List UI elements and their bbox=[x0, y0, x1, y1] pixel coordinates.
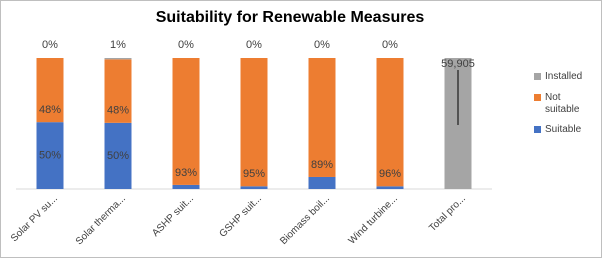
legend-label: Not suitable bbox=[545, 92, 580, 115]
legend-label: Suitable bbox=[545, 124, 582, 135]
data-label: 0% bbox=[314, 39, 330, 51]
bar-segment bbox=[376, 186, 404, 189]
bar-segment bbox=[172, 58, 200, 185]
legend-item: Not suitable bbox=[545, 92, 580, 115]
data-label: 50% bbox=[39, 149, 61, 161]
bar-segment bbox=[104, 59, 132, 123]
data-label: 50% bbox=[107, 150, 129, 162]
data-label: 0% bbox=[42, 39, 58, 51]
legend-item: Suitable bbox=[545, 124, 582, 135]
legend-item: Installed bbox=[545, 71, 583, 82]
legend-swatch bbox=[534, 94, 541, 101]
bar-segment bbox=[308, 176, 336, 189]
data-label: 0% bbox=[246, 39, 262, 51]
bar-segment bbox=[240, 186, 268, 189]
data-label: 93% bbox=[175, 167, 197, 179]
bar-segment bbox=[240, 58, 268, 187]
data-label: 89% bbox=[311, 159, 333, 171]
data-label: 0% bbox=[382, 39, 398, 51]
bar-segment bbox=[172, 184, 200, 189]
bar-segment bbox=[376, 58, 404, 187]
data-label: 48% bbox=[39, 104, 61, 116]
data-label: 48% bbox=[107, 105, 129, 117]
data-label: 0% bbox=[178, 39, 194, 51]
legend-swatch bbox=[534, 73, 541, 80]
data-label: 96% bbox=[379, 168, 401, 180]
data-label: 1% bbox=[110, 39, 126, 51]
bar-segment bbox=[104, 122, 132, 189]
data-label: 59,905 bbox=[441, 58, 475, 70]
legend-label: Installed bbox=[545, 71, 583, 82]
chart-title: Suitability for Renewable Measures bbox=[156, 9, 425, 26]
bar-segment bbox=[104, 58, 132, 60]
bar-segment bbox=[36, 122, 64, 189]
bar-segment bbox=[308, 58, 336, 177]
data-label: 95% bbox=[243, 168, 265, 180]
legend-swatch bbox=[534, 126, 541, 133]
bar-segment bbox=[36, 58, 64, 123]
